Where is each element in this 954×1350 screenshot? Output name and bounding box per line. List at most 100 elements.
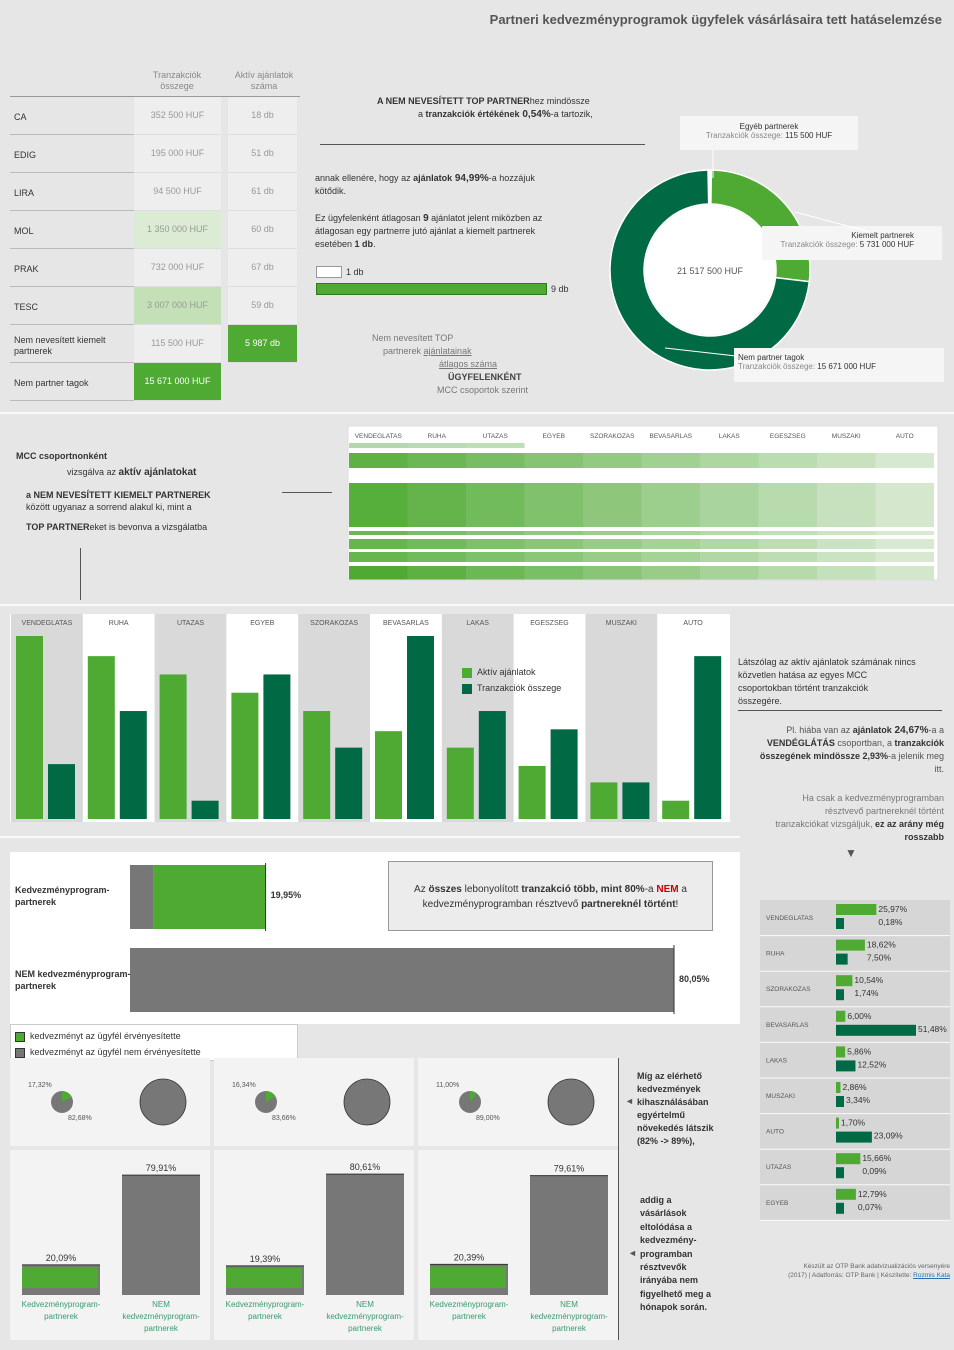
bar-active-offers xyxy=(518,765,546,819)
legend-trans-swatch xyxy=(462,683,472,694)
rt-p2b: ajánlatok xyxy=(852,725,892,735)
heatmap-cell xyxy=(349,552,408,562)
heatmap-cell xyxy=(407,531,466,535)
cap-2a: partnerek xyxy=(383,346,424,356)
bar-kp-used xyxy=(226,1267,302,1288)
seg3-prefix: Tranzakciók összege: xyxy=(738,362,818,371)
footer-author-link[interactable]: Rozmis Kata xyxy=(913,1272,950,1279)
heatmap-cell xyxy=(524,443,583,448)
pie-nkp xyxy=(139,1078,187,1126)
table-row xyxy=(10,97,134,135)
heatmap-cell xyxy=(758,443,817,448)
list-value-active: 10,54% xyxy=(854,975,883,985)
pie-label-used: 17,32% xyxy=(28,1082,52,1089)
list-bar-transactions xyxy=(836,1060,856,1072)
cat-nkp-1: NEM xyxy=(560,1300,578,1309)
heatmap-cell xyxy=(700,453,759,468)
list-value-transactions: 12,52% xyxy=(857,1059,886,1069)
side-note-1: Míg az elérhető kedvezmények kihasználásáb… xyxy=(637,1070,714,1148)
bar-nkp-value: 80,61% xyxy=(350,1162,381,1172)
co-i: partnereknél történt xyxy=(581,899,676,910)
bar-transaction-sum xyxy=(407,636,434,819)
table-cell-amount: 352 500 HUF xyxy=(150,110,205,120)
rt-p2i: -a jelenik meg xyxy=(887,751,944,761)
heatmap-col-label: BEVASARLAS xyxy=(649,433,692,440)
side-note-2-line: vásárlások xyxy=(640,1208,687,1219)
category-label: EGESZSEG xyxy=(530,620,569,627)
list-value-transactions: 0,18% xyxy=(878,917,903,927)
seg2-name: Kiemelt partnerek xyxy=(851,231,914,240)
bar-nkp-unused xyxy=(130,948,674,1012)
category-label: BEVASARLAS xyxy=(383,620,429,627)
table-row-label-1: Nem nevesített kiemelt xyxy=(14,335,106,345)
kp-label-1: Kedvezményprogram- xyxy=(15,885,110,895)
table-row-label: Nem partner tagok xyxy=(14,378,89,388)
table-cell-count: 5 987 db xyxy=(244,338,281,348)
bar-kp-value: 20,09% xyxy=(46,1253,77,1263)
bar-transaction-sum xyxy=(694,656,722,819)
heatmap-cell xyxy=(466,539,525,549)
mcc-share-list: VENDEGLATAS 25,97% 0,18% RUHA 18,62% 7,50% SZO… xyxy=(760,904,950,1221)
intro-para3: Ez ügyfelenként átlagosan 9 ajánlatot je… xyxy=(315,212,542,251)
cap-1: Nem nevesített TOP xyxy=(372,333,454,343)
nkp-label-2: partnerek xyxy=(15,981,57,991)
list-value-active: 5,86% xyxy=(847,1046,872,1056)
list-bar-active xyxy=(836,1188,856,1200)
list-value-active: 18,62% xyxy=(867,940,896,950)
heatmap-cell xyxy=(466,483,525,527)
table-row-label: TESC xyxy=(14,302,39,312)
heatmap-cell xyxy=(641,453,700,468)
table-cell-amount: 3 007 000 HUF xyxy=(146,300,209,310)
heatmap-col-label: LAKAS xyxy=(719,433,741,440)
heatmap-cell xyxy=(817,443,876,448)
share-legend: kedvezményt az ügyfél érvényesítette ked… xyxy=(10,1024,298,1061)
table-row xyxy=(10,135,134,173)
intro-line2-c: 0,54% xyxy=(519,109,551,120)
heatmap-cell xyxy=(466,566,525,580)
cap-3: átlagos száma xyxy=(439,359,498,369)
table-cell-amount: 115 500 HUF xyxy=(151,338,204,348)
heatmap-cell xyxy=(700,539,759,549)
rt-p2g: tranzakciók xyxy=(894,738,944,748)
pie-panel-chart: 11,00% 89,00% xyxy=(436,1078,595,1126)
mcc-l5a: TOP PARTNER xyxy=(26,522,90,532)
legend-used-label: kedvezményt az ügyfél érvényesítette xyxy=(30,1031,181,1041)
heatmap-cell xyxy=(700,531,759,535)
heatmap-cell xyxy=(349,483,408,527)
heatmap-cell xyxy=(349,443,408,448)
side-note-2-line: figyelhető meg a xyxy=(640,1288,712,1299)
side-note-1-line: növekedés látszik xyxy=(637,1123,714,1133)
avg-bar-2 xyxy=(316,283,547,295)
donut-callout-nonpartner: Nem partner tagok Tranzakciók összege: 1… xyxy=(734,348,944,382)
heatmap-cell xyxy=(583,483,642,527)
cat-nkp-2: kedvezményprogram- xyxy=(122,1312,200,1321)
intro-line2-d: -a tartozik, xyxy=(550,109,593,119)
side-note-2-line: addig a xyxy=(640,1195,672,1205)
list-row-label: BEVASARLAS xyxy=(766,1022,809,1029)
heatmap-cell xyxy=(524,552,583,562)
list-bar-active xyxy=(836,975,853,987)
heatmap-cell xyxy=(349,531,408,535)
cat-nkp-3: partnerek xyxy=(144,1324,179,1333)
side-note-1-line: egyértelmű xyxy=(637,1110,686,1120)
seg3-name: Nem partner tagok xyxy=(738,353,805,362)
list-row-label: AUTO xyxy=(766,1129,784,1136)
list-bar-transactions xyxy=(836,1167,844,1179)
table-header-amount-l1: Tranzakciók xyxy=(152,70,202,80)
bar-transaction-sum xyxy=(191,800,219,819)
table-row xyxy=(10,211,134,249)
section-divider-3 xyxy=(0,836,740,838)
list-row-label: UTAZAS xyxy=(766,1164,792,1171)
intro-line1: A NEM NEVESÍTETT TOP PARTNERhez mindössz… xyxy=(377,96,590,106)
callout-box: Az összes lebonyolított tranzakció több,… xyxy=(388,861,713,931)
bar-transaction-sum xyxy=(478,711,506,819)
heatmap-cell xyxy=(875,443,934,448)
mcc-l3: a NEM NEVESÍTETT KIEMELT PARTNEREK xyxy=(26,490,211,500)
heatmap-cell xyxy=(700,443,759,448)
heatmap-col-label: AUTO xyxy=(896,433,914,440)
side-note-2-line: hónapok során. xyxy=(640,1302,708,1313)
list-bar-active xyxy=(836,1117,839,1129)
list-value-active: 12,79% xyxy=(858,1189,887,1199)
heatmap-border xyxy=(347,425,939,581)
rt-p1: Látszólag az aktív ajánlatok számának ni… xyxy=(738,657,916,667)
